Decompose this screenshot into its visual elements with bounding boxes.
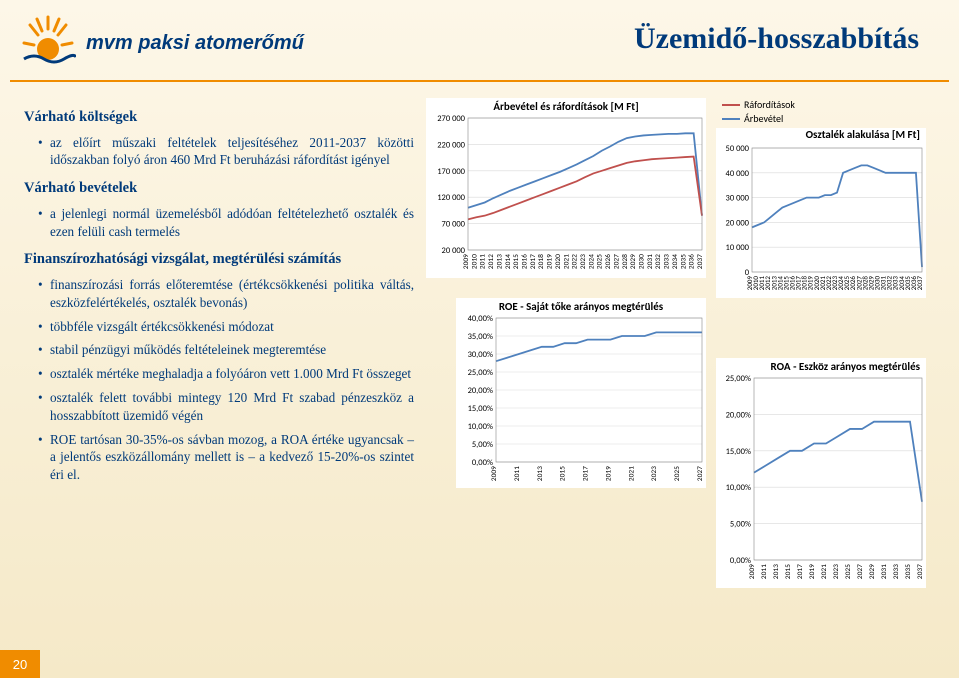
svg-text:40,00%: 40,00% <box>468 314 493 324</box>
svg-text:2015: 2015 <box>559 466 568 481</box>
svg-text:15,00%: 15,00% <box>726 447 751 457</box>
svg-text:2025: 2025 <box>673 466 682 481</box>
svg-text:5,00%: 5,00% <box>730 520 751 530</box>
svg-text:220 000: 220 000 <box>437 140 465 150</box>
page-header: mvm paksi atomerőmű Üzemidő-hosszabbítás <box>0 0 959 80</box>
heading-finance: Finanszírozhatósági vizsgálat, megtérülé… <box>24 250 414 270</box>
chart1-title: Árbevétel és ráfordítások [M Ft] <box>426 98 706 113</box>
svg-text:170 000: 170 000 <box>437 167 465 177</box>
bullet-1: finanszírozási forrás előteremtése (érté… <box>38 276 414 312</box>
chart1-legend: Ráfordítások Árbevétel <box>722 98 795 125</box>
heading-costs: Várható költségek <box>24 108 414 128</box>
bullet-4: osztalék mértéke meghaladja a folyóáron … <box>38 365 414 383</box>
svg-text:270 000: 270 000 <box>437 114 465 124</box>
svg-text:2031: 2031 <box>880 564 889 579</box>
svg-text:2013: 2013 <box>772 564 781 579</box>
chart3-title: ROE - Saját tőke arányos megtérülés <box>456 298 706 313</box>
chart4-title: ROA - Eszköz arányos megtérülés <box>716 358 926 373</box>
svg-text:2023: 2023 <box>832 564 841 579</box>
svg-text:15,00%: 15,00% <box>468 404 493 414</box>
page-number: 20 <box>0 650 40 678</box>
svg-text:40 000: 40 000 <box>726 169 750 179</box>
svg-text:30,00%: 30,00% <box>468 350 493 360</box>
svg-text:2017: 2017 <box>582 466 591 481</box>
logo: mvm paksi atomerőmű <box>20 15 304 71</box>
bullet-6: ROE tartósan 30-35%-os sávban mozog, a R… <box>38 431 414 484</box>
svg-text:25,00%: 25,00% <box>726 374 751 384</box>
svg-text:70 000: 70 000 <box>442 220 466 230</box>
heading-income: Várható bevételek <box>24 179 414 199</box>
charts-area: Árbevétel és ráfordítások [M Ft] 270 000… <box>426 98 945 490</box>
content-area: Várható költségek az előírt műszaki felt… <box>0 88 959 490</box>
svg-text:30 000: 30 000 <box>726 194 750 204</box>
svg-text:10 000: 10 000 <box>726 243 750 253</box>
left-column: Várható költségek az előírt műszaki felt… <box>24 98 414 490</box>
svg-text:2037: 2037 <box>915 276 924 291</box>
svg-text:2023: 2023 <box>650 466 659 481</box>
svg-text:50 000: 50 000 <box>726 144 750 154</box>
svg-text:2015: 2015 <box>784 564 793 579</box>
svg-text:20,00%: 20,00% <box>726 410 751 420</box>
svg-text:2019: 2019 <box>808 564 817 579</box>
svg-text:10,00%: 10,00% <box>726 483 751 493</box>
svg-text:20,00%: 20,00% <box>468 386 493 396</box>
legend-arbevetel: Árbevétel <box>744 112 783 125</box>
svg-text:2011: 2011 <box>760 564 769 579</box>
svg-text:2009: 2009 <box>748 564 757 579</box>
page-title: Üzemidő-hosszabbítás <box>634 22 919 56</box>
svg-text:2021: 2021 <box>627 466 636 481</box>
bullet-3: stabil pénzügyi működés feltételeinek me… <box>38 341 414 359</box>
svg-text:2013: 2013 <box>536 466 545 481</box>
chart-revenue-cost: Árbevétel és ráfordítások [M Ft] 270 000… <box>426 98 706 278</box>
header-divider <box>10 80 949 82</box>
svg-text:2019: 2019 <box>604 466 613 481</box>
chart-dividend: Osztalék alakulása [M Ft] 50 000 40 000 30… <box>716 128 926 298</box>
svg-text:5,00%: 5,00% <box>472 440 493 450</box>
svg-text:2029: 2029 <box>868 564 877 579</box>
bullet-income: a jelenlegi normál üzemelésből adódóan f… <box>38 205 414 241</box>
chart-roa: ROA - Eszköz arányos megtérülés 25,00% 20… <box>716 358 926 588</box>
logo-sun-icon <box>20 15 76 71</box>
legend-raforditasok: Ráfordítások <box>744 98 795 111</box>
svg-text:2011: 2011 <box>513 466 522 481</box>
svg-text:2021: 2021 <box>820 564 829 579</box>
svg-text:2025: 2025 <box>844 564 853 579</box>
svg-text:25,00%: 25,00% <box>468 368 493 378</box>
svg-text:2027: 2027 <box>696 466 705 481</box>
svg-text:2035: 2035 <box>904 564 913 579</box>
svg-text:2033: 2033 <box>892 564 901 579</box>
svg-text:2037: 2037 <box>696 254 705 269</box>
svg-text:10,00%: 10,00% <box>468 422 493 432</box>
svg-text:2009: 2009 <box>490 466 499 481</box>
bullet-costs: az előírt műszaki feltételek teljesítésé… <box>38 134 414 170</box>
chart-roe: ROE - Saját tőke arányos megtérülés 40,0… <box>456 298 706 488</box>
bullet-5: osztalék felett további mintegy 120 Mrd … <box>38 389 414 425</box>
logo-text: mvm paksi atomerőmű <box>86 32 304 55</box>
bullet-2: többféle vizsgált értékcsökkenési módoza… <box>38 318 414 336</box>
svg-text:120 000: 120 000 <box>437 193 465 203</box>
svg-text:35,00%: 35,00% <box>468 332 493 342</box>
svg-text:20 000: 20 000 <box>726 218 750 228</box>
svg-text:2037: 2037 <box>916 564 925 579</box>
chart2-title: Osztalék alakulása [M Ft] <box>716 128 926 141</box>
svg-text:2027: 2027 <box>856 564 865 579</box>
svg-text:2017: 2017 <box>796 564 805 579</box>
